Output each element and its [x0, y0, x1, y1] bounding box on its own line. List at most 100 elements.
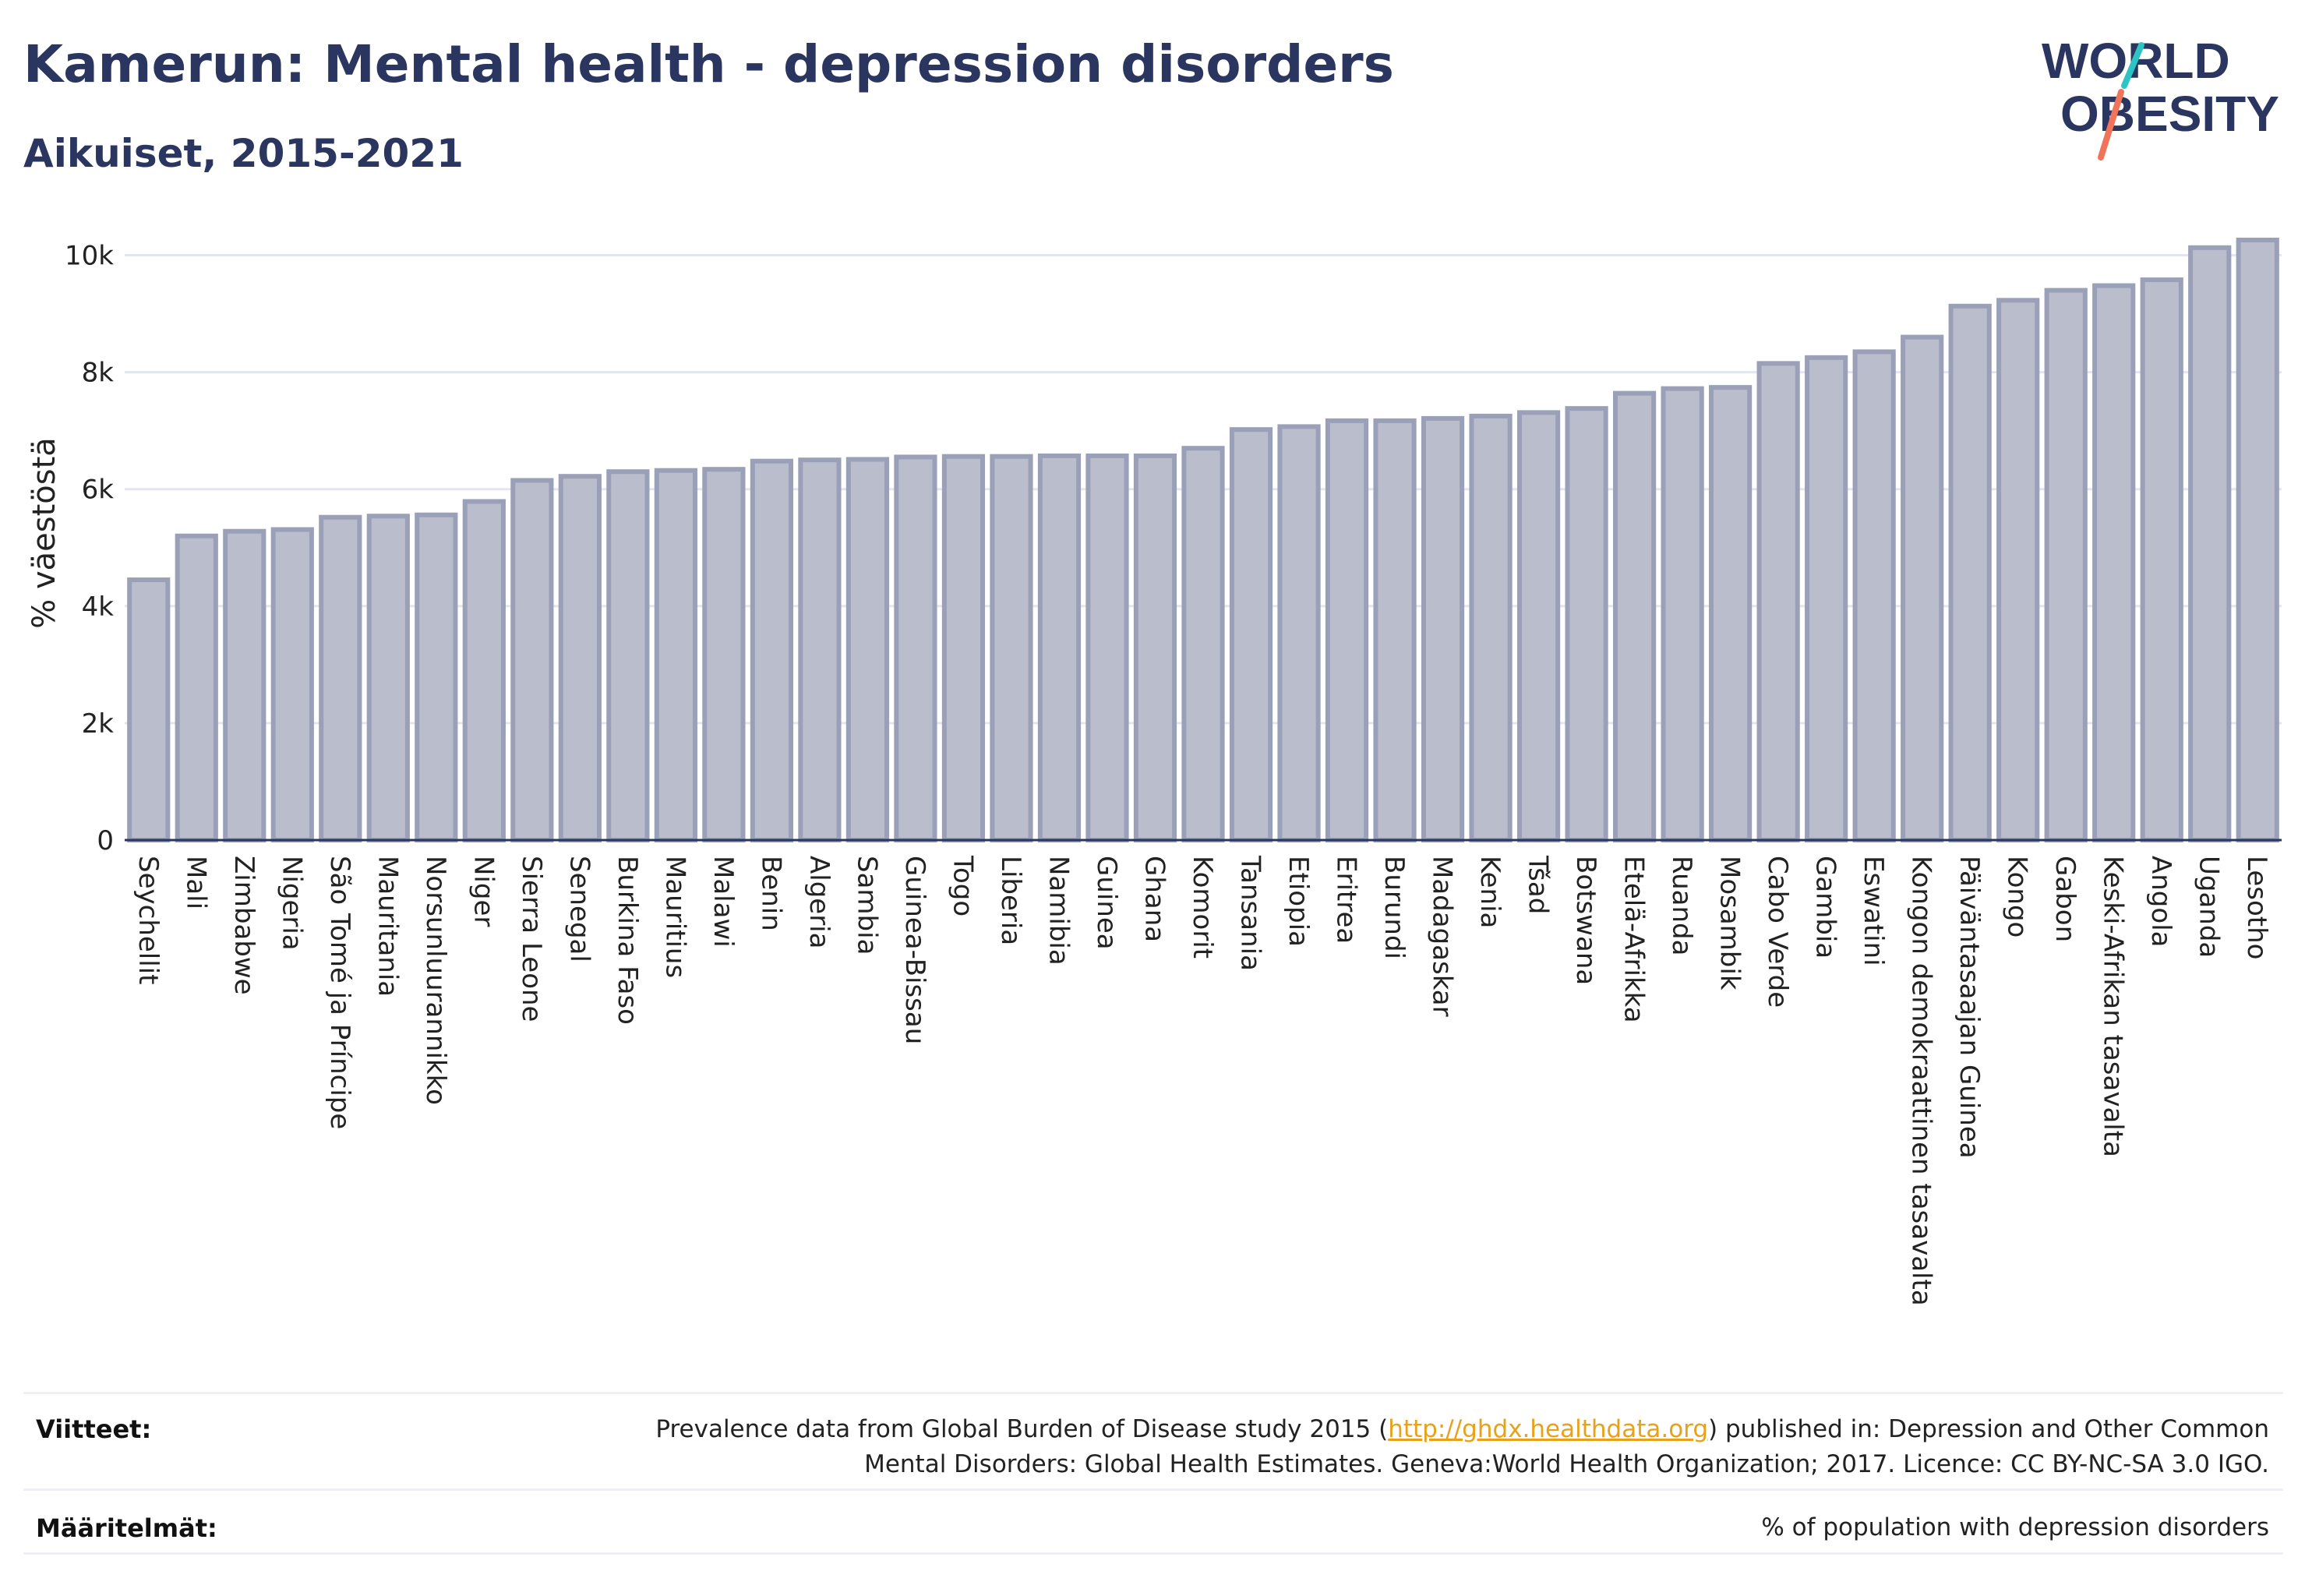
bar	[1181, 446, 1225, 843]
x-tick-label: Burundi	[1378, 856, 1410, 959]
bar	[319, 514, 362, 842]
bar	[1901, 334, 1944, 843]
bar	[1996, 298, 2040, 842]
x-tick-label: Tansania	[1235, 855, 1266, 971]
bar	[941, 454, 986, 842]
bar	[415, 512, 458, 842]
bar	[1756, 361, 1800, 843]
x-tick-label: São Tomé ja Príncipe	[324, 856, 355, 1129]
x-tick-label: Gambia	[1810, 856, 1841, 959]
bar-chart: 0 2k 4k 6k 8k 10k % väestöstä Seychellit Mali Zim…	[26, 238, 2282, 1306]
bar	[2044, 288, 2088, 842]
logo-slash-coral	[2098, 89, 2124, 161]
x-tick-label: Mauritania	[372, 856, 403, 997]
x-tick-label: Algeria	[803, 856, 835, 948]
bar	[894, 454, 937, 842]
x-tick-label: Gabon	[2049, 856, 2081, 942]
x-tick-label: Lesotho	[2241, 856, 2272, 959]
references-text-after: ) published in: Depression and Other Com…	[1708, 1415, 2269, 1443]
x-tick-label: Zimbabwe	[228, 856, 259, 995]
x-tick-label: Madagaskar	[1427, 856, 1458, 1017]
bar	[1085, 453, 1129, 842]
x-tick-label: Etiopia	[1283, 856, 1314, 947]
x-tick-label: Mali	[180, 856, 211, 909]
bar	[654, 468, 697, 842]
bar	[1565, 406, 1608, 842]
bar	[1277, 424, 1321, 842]
bar	[1469, 413, 1513, 842]
footer-divider-bottom	[23, 1552, 2283, 1555]
x-tick-label: Ruanda	[1666, 856, 1697, 955]
definitions-text: % of population with depression disorder…	[1761, 1513, 2269, 1541]
bar	[1229, 427, 1273, 842]
references-text: Prevalence data from Global Burden of Di…	[655, 1412, 2269, 1482]
x-tick-label: Togo	[947, 855, 978, 916]
x-tick-label: Niger	[468, 856, 499, 927]
bar	[1133, 453, 1177, 842]
x-tick-label: Norsunluurannikko	[420, 856, 451, 1105]
bar	[1421, 415, 1465, 842]
x-tick-label: Burkina Faso	[612, 856, 643, 1025]
bar	[2188, 245, 2232, 842]
references-text-line2: Mental Disorders: Global Health Estimate…	[864, 1450, 2269, 1478]
x-tick-label: Tšad	[1523, 855, 1554, 914]
chart-subtitle: Aikuiset, 2015-2021	[23, 131, 464, 176]
x-tick-label: Guinea	[1091, 856, 1122, 950]
logo-text-obesity: OBESITY	[2060, 86, 2279, 142]
references-label: Viitteet:	[36, 1414, 152, 1444]
bar	[1037, 453, 1082, 842]
bar	[127, 577, 171, 842]
bar	[606, 469, 650, 842]
x-tick-label: Angola	[2145, 856, 2176, 947]
bar	[1516, 410, 1561, 842]
x-tick-label: Eswatini	[1858, 856, 1889, 966]
x-tick-label: Seychellit	[132, 856, 164, 984]
logo-slash-teal	[2121, 42, 2144, 89]
references-text-before: Prevalence data from Global Burden of Di…	[655, 1415, 1389, 1443]
y-tick-label: 10k	[65, 241, 114, 272]
bar	[1661, 386, 1704, 842]
y-tick-label: 8k	[82, 358, 115, 389]
x-tick-label: Botswana	[1570, 856, 1601, 985]
bar	[462, 499, 506, 843]
bar	[510, 478, 554, 842]
bar	[798, 457, 842, 842]
world-obesity-logo: WORLD OBESITY	[2042, 33, 2279, 161]
x-tick-label: Kongon demokraattinen tasavalta	[1906, 856, 1937, 1306]
y-axis-label: % väestöstä	[26, 437, 62, 629]
x-tick-label: Uganda	[2194, 856, 2225, 958]
bar	[1805, 355, 1848, 843]
bar	[2092, 283, 2136, 842]
y-tick-label: 0	[97, 825, 114, 856]
x-tick-label: Nigeria	[276, 856, 307, 951]
x-tick-label: Kenia	[1474, 856, 1505, 928]
x-tick-label: Etelä-Afrikka	[1618, 856, 1650, 1023]
bar	[702, 467, 746, 843]
bar	[990, 454, 1033, 842]
x-tick-label: Sierra Leone	[516, 856, 547, 1022]
definitions-label: Määritelmät:	[36, 1513, 217, 1543]
footer-divider-middle	[23, 1488, 2283, 1491]
bar	[1325, 418, 1369, 842]
footer-divider-top	[23, 1392, 2283, 1394]
references-link[interactable]: http://ghdx.healthdata.org	[1388, 1415, 1709, 1443]
x-tick-label: Eritrea	[1331, 856, 1362, 944]
bar	[1612, 390, 1657, 843]
chart-title: Kamerun: Mental health - depression diso…	[23, 34, 1394, 94]
x-tick-label: Keski-Afrikan tasavalta	[2098, 856, 2129, 1157]
x-tick-label: Kongo	[2002, 856, 2033, 937]
bar	[223, 528, 267, 843]
y-tick-label: 4k	[82, 591, 115, 623]
bar	[750, 458, 794, 842]
bar	[2236, 238, 2279, 842]
x-tick-label: Liberia	[995, 856, 1026, 945]
x-tick-label: Päiväntasaajan Guinea	[1954, 856, 1985, 1159]
x-tick-label: Mosambik	[1714, 856, 1746, 990]
bar	[845, 457, 890, 842]
x-tick-label: Senegal	[563, 856, 595, 962]
bar	[2140, 277, 2183, 842]
bar	[175, 533, 218, 842]
y-tick-label: 6k	[82, 475, 115, 506]
x-tick-label: Malawi	[708, 856, 739, 948]
x-tick-label: Cabo Verde	[1762, 856, 1793, 1008]
